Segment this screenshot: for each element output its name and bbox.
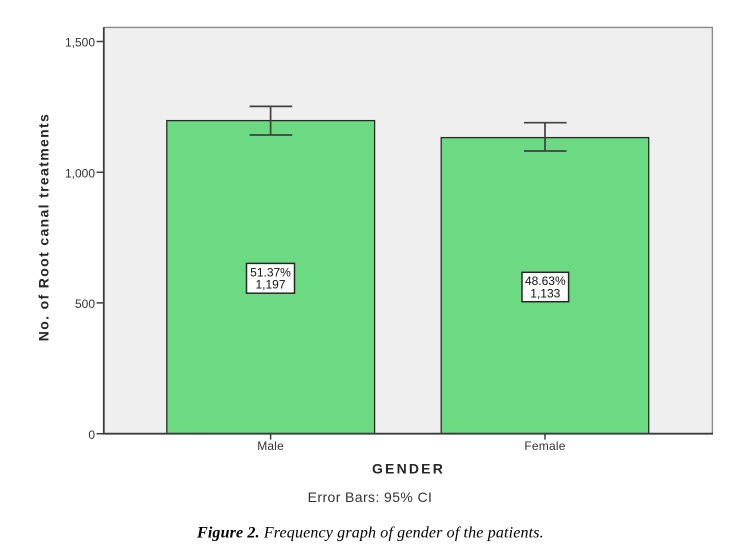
svg-text:Female: Female bbox=[524, 439, 565, 453]
svg-text:51.37%: 51.37% bbox=[250, 265, 291, 279]
svg-text:Male: Male bbox=[257, 439, 284, 453]
svg-text:Error Bars: 95% CI: Error Bars: 95% CI bbox=[308, 489, 433, 505]
svg-text:GENDER: GENDER bbox=[372, 461, 445, 477]
svg-text:0: 0 bbox=[88, 428, 95, 442]
svg-text:500: 500 bbox=[75, 297, 95, 311]
svg-text:Figure 2. Frequency graph of g: Figure 2. Frequency graph of gender of t… bbox=[196, 525, 544, 542]
svg-text:48.63%: 48.63% bbox=[525, 274, 566, 288]
svg-text:No. of Root canal treatments: No. of Root canal treatments bbox=[36, 113, 52, 341]
svg-text:1,500: 1,500 bbox=[65, 36, 95, 50]
svg-text:1,197: 1,197 bbox=[255, 277, 285, 291]
svg-text:1,000: 1,000 bbox=[65, 167, 95, 181]
svg-text:1,133: 1,133 bbox=[530, 286, 560, 300]
